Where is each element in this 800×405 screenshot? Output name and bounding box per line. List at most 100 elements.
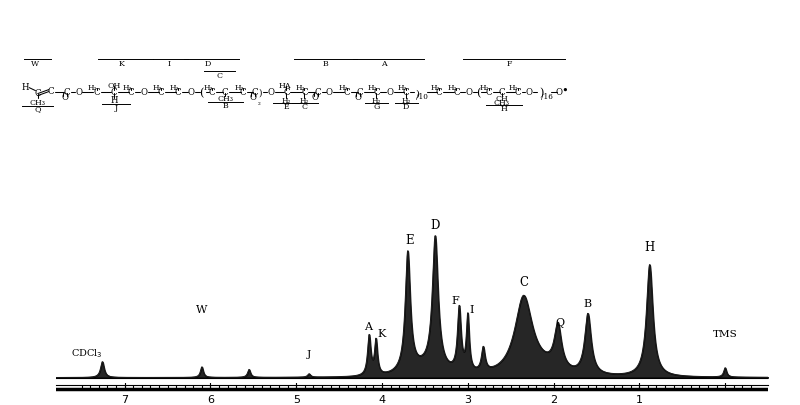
Text: C: C bbox=[373, 88, 380, 97]
Text: H₂: H₂ bbox=[480, 83, 490, 92]
Text: I: I bbox=[167, 60, 170, 68]
Text: C: C bbox=[486, 88, 492, 97]
Text: C: C bbox=[283, 88, 290, 97]
Text: C: C bbox=[94, 88, 100, 97]
Text: O: O bbox=[62, 93, 69, 102]
Text: O: O bbox=[556, 88, 562, 97]
Text: C: C bbox=[302, 102, 307, 110]
Text: CH₃: CH₃ bbox=[30, 98, 46, 106]
Text: H₂: H₂ bbox=[300, 96, 309, 104]
Text: ₂: ₂ bbox=[258, 98, 260, 106]
Text: H₂: H₂ bbox=[372, 96, 381, 104]
Text: C: C bbox=[217, 72, 222, 79]
Text: HA: HA bbox=[278, 81, 291, 90]
Text: A: A bbox=[382, 60, 387, 68]
Text: O: O bbox=[466, 88, 473, 97]
Text: E: E bbox=[405, 233, 414, 246]
Text: B: B bbox=[222, 101, 228, 109]
Text: •: • bbox=[562, 85, 568, 95]
Text: F: F bbox=[451, 296, 459, 305]
Text: ): ) bbox=[415, 89, 419, 98]
Text: O: O bbox=[355, 93, 362, 102]
Text: /10: /10 bbox=[416, 92, 428, 100]
Text: C: C bbox=[301, 88, 308, 97]
Text: H₂: H₂ bbox=[203, 83, 213, 92]
Text: C: C bbox=[128, 88, 134, 97]
Text: (: ( bbox=[476, 88, 481, 98]
Text: I: I bbox=[470, 304, 474, 314]
Text: C: C bbox=[498, 88, 506, 97]
Text: C: C bbox=[222, 88, 229, 97]
Text: D: D bbox=[205, 60, 211, 68]
Text: C: C bbox=[514, 88, 521, 97]
Text: B: B bbox=[322, 60, 328, 68]
Text: H₂: H₂ bbox=[170, 83, 179, 92]
Text: /16: /16 bbox=[541, 92, 553, 100]
Text: H: H bbox=[501, 105, 508, 113]
Text: O: O bbox=[526, 88, 533, 97]
Text: O: O bbox=[326, 88, 333, 97]
Text: O: O bbox=[188, 88, 195, 97]
Text: C: C bbox=[175, 88, 182, 97]
Text: J: J bbox=[307, 349, 311, 358]
Text: C: C bbox=[158, 88, 164, 97]
Text: C: C bbox=[48, 87, 54, 96]
Text: C: C bbox=[519, 275, 528, 288]
Text: Q: Q bbox=[555, 317, 564, 327]
Text: ): ) bbox=[258, 88, 262, 97]
Text: H₂: H₂ bbox=[282, 96, 291, 104]
Text: CDCl$_3$: CDCl$_3$ bbox=[70, 347, 102, 359]
Text: H: H bbox=[645, 240, 654, 253]
Text: O: O bbox=[249, 93, 256, 102]
Text: W: W bbox=[196, 304, 207, 314]
Text: CH₃: CH₃ bbox=[217, 95, 233, 103]
Text: (: ( bbox=[199, 88, 204, 98]
Text: C: C bbox=[343, 88, 350, 97]
Text: O: O bbox=[267, 88, 274, 97]
Text: O: O bbox=[386, 88, 394, 97]
Text: O: O bbox=[312, 93, 319, 102]
Text: H₂: H₂ bbox=[398, 83, 407, 92]
Text: C: C bbox=[314, 88, 321, 97]
Text: H₂: H₂ bbox=[88, 83, 98, 92]
Text: H₂: H₂ bbox=[430, 83, 440, 92]
Text: ): ) bbox=[539, 88, 543, 98]
Text: G: G bbox=[374, 102, 380, 110]
Text: Q: Q bbox=[34, 105, 41, 113]
Text: CH₃: CH₃ bbox=[494, 98, 510, 106]
Text: O: O bbox=[141, 88, 148, 97]
Text: C: C bbox=[436, 88, 442, 97]
Text: H₂: H₂ bbox=[368, 83, 378, 92]
Text: CH: CH bbox=[495, 95, 508, 103]
Text: D: D bbox=[430, 219, 440, 232]
Text: C: C bbox=[403, 88, 410, 97]
Text: K: K bbox=[118, 60, 125, 68]
Text: D: D bbox=[403, 102, 410, 110]
Text: H₂: H₂ bbox=[296, 83, 305, 92]
Text: C: C bbox=[240, 88, 246, 97]
Text: O: O bbox=[75, 88, 82, 97]
Text: H₂: H₂ bbox=[122, 83, 132, 92]
Text: H₂: H₂ bbox=[448, 83, 458, 92]
Text: H₂: H₂ bbox=[338, 83, 347, 92]
Text: C: C bbox=[252, 88, 258, 97]
Text: F: F bbox=[507, 60, 513, 68]
Text: H: H bbox=[110, 96, 118, 105]
Text: OH: OH bbox=[107, 81, 121, 90]
Text: C: C bbox=[34, 89, 41, 98]
Text: C: C bbox=[110, 88, 117, 97]
Text: TMS: TMS bbox=[713, 329, 738, 338]
Text: H: H bbox=[22, 83, 29, 92]
Text: H₂: H₂ bbox=[234, 83, 244, 92]
Text: C: C bbox=[453, 88, 460, 97]
Text: K: K bbox=[378, 328, 386, 338]
Text: B: B bbox=[584, 298, 592, 308]
Text: H₂: H₂ bbox=[402, 96, 411, 104]
Text: E: E bbox=[283, 102, 289, 110]
Text: J: J bbox=[114, 103, 118, 111]
Text: H₂: H₂ bbox=[152, 83, 162, 92]
Text: H₂: H₂ bbox=[509, 83, 518, 92]
Text: C: C bbox=[209, 88, 215, 97]
Text: C: C bbox=[357, 88, 363, 97]
Text: W: W bbox=[31, 60, 39, 68]
